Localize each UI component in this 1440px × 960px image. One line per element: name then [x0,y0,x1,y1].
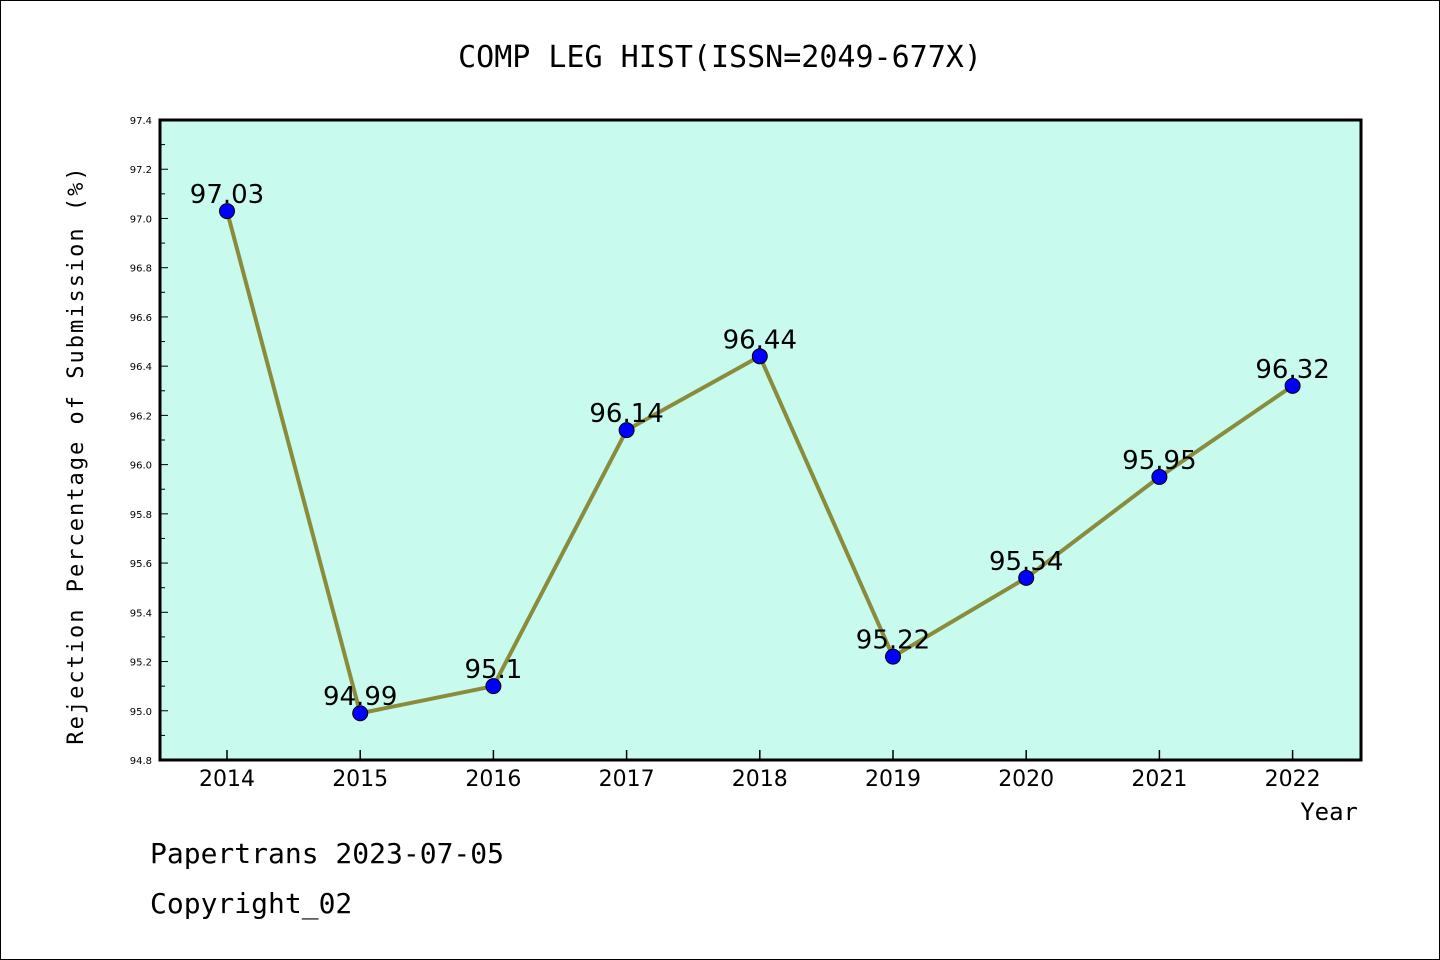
data-point [1284,377,1301,394]
y-tick-label: 97.4 [130,116,152,127]
x-tick-label: 2017 [599,767,655,792]
data-point [885,648,901,665]
data-point [618,422,635,439]
x-tick-label: 2016 [465,767,521,792]
x-tick-label: 2022 [1265,767,1321,792]
y-tick-label: 95.6 [130,559,152,570]
data-label: 96.32 [1255,355,1329,385]
x-tick-label: 2021 [1131,767,1187,792]
y-tick-label: 95.4 [130,608,152,619]
data-point [219,203,235,220]
data-labels: 97.03 94.99 95.1 96.14 96.44 95.22 95.54 95.95 9… [190,180,1330,712]
x-tick-label: 2019 [865,767,921,792]
x-axis: 2014 2015 2016 2017 2018 2019 2020 2021 2022 [199,750,1321,792]
y-tick-label: 96.4 [130,362,152,373]
footer-date: Papertrans 2023-07-05 [150,837,504,870]
footer-copyright: Copyright_02 [150,887,352,921]
y-tick-label: 96.2 [130,411,152,422]
y-axis-label: Rejection Percentage of Submission (%) [64,165,89,744]
y-tick-label: 96.8 [130,264,152,275]
x-tick-label: 2018 [732,767,788,792]
series-layer [219,203,1301,722]
y-tick-label: 95.2 [130,658,152,669]
plot-area [158,118,1363,762]
y-tick-label: 96.6 [130,313,152,324]
y-tick-label: 95.8 [130,510,152,521]
y-tick-label: 96.0 [130,461,152,472]
data-point [352,705,369,722]
chart-title: COMP LEG HIST(ISSN=2049-677X) [458,40,982,75]
data-label: 97.03 [190,180,264,210]
data-point [751,348,768,365]
data-label: 95.54 [989,547,1063,577]
x-tick-label: 2015 [332,767,388,792]
y-tick-label: 94.8 [130,756,152,767]
data-point [1018,569,1035,586]
y-tick-label: 97.0 [130,214,152,225]
x-tick-label: 2020 [998,767,1054,792]
y-tick-label: 97.2 [130,165,152,176]
data-point [485,678,502,695]
x-axis-label: Year [1300,798,1358,826]
data-label: 96.14 [589,399,663,429]
y-tick-label: 95.0 [130,707,152,718]
y-axis: 94.8 95.0 95.2 95.4 95.6 95.8 96.0 96.2 96.4 96.6… [130,116,168,767]
x-tick-label: 2014 [199,767,255,792]
data-label: 94.99 [323,682,397,712]
data-label: 96.44 [723,325,797,355]
data-point [1151,468,1168,485]
data-label: 95.22 [856,626,930,656]
data-label: 95.95 [1122,446,1196,476]
data-label: 95.1 [464,655,522,685]
